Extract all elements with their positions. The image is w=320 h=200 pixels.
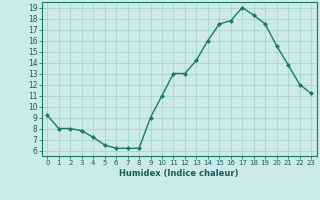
X-axis label: Humidex (Indice chaleur): Humidex (Indice chaleur) <box>119 169 239 178</box>
